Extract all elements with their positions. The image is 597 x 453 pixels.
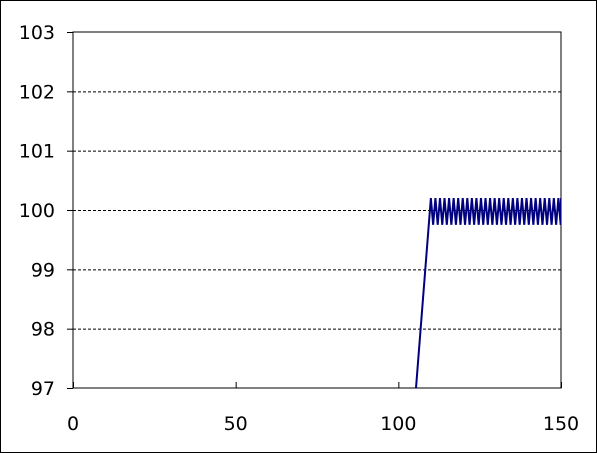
series-line-0	[414, 198, 561, 388]
y-tick-label-101: 101	[19, 141, 55, 163]
y-tick-label-102: 102	[19, 81, 55, 103]
x-tick-label-50: 50	[224, 413, 248, 435]
x-tick-labels: 0 50 100 150	[67, 413, 579, 435]
gridlines	[73, 91, 561, 330]
ticks	[67, 32, 562, 389]
y-tick-label-97: 97	[31, 378, 55, 400]
y-tick-label-98: 98	[31, 319, 55, 341]
x-tick-label-0: 0	[67, 413, 79, 435]
x-tick-label-100: 100	[380, 413, 416, 435]
y-tick-label-103: 103	[19, 22, 55, 44]
series	[414, 198, 561, 388]
x-tick-label-150: 150	[543, 413, 579, 435]
y-tick-label-100: 100	[19, 200, 55, 222]
plot-area	[72, 31, 562, 389]
y-tick-label-99: 99	[31, 259, 55, 281]
y-tick-labels: 97 98 99 100 101 102 103	[19, 22, 55, 400]
